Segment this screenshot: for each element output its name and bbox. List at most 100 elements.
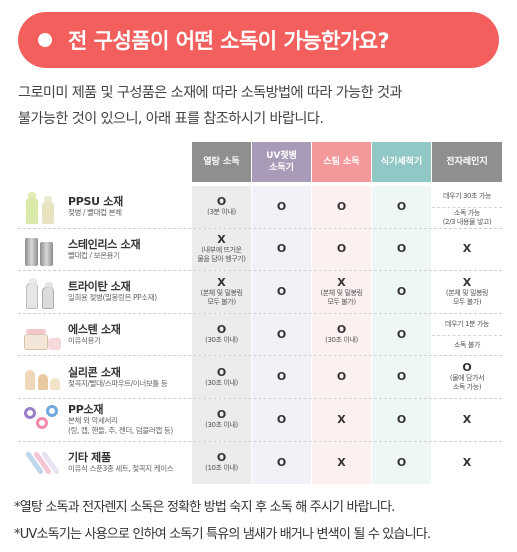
spoon-set-icon [22, 446, 62, 480]
note: (본체 및 밀봉링 모두 불가) [445, 288, 489, 306]
product-name: PPSU 소재 [68, 195, 123, 209]
cell-uv: O [252, 228, 311, 271]
product-name: 기타 제품 [68, 451, 111, 465]
cell-steam: X (본체 및 밀봉링 모두 불가) [312, 271, 371, 313]
table-row: PPSU 소재 젖병 / 빨대컵 본체 O (3분 이내) O O O 데우기 3… [18, 186, 502, 229]
product-name: PP소재 [68, 403, 104, 417]
cell-boiling: O (3분 이내) [192, 186, 251, 228]
cell-dishwasher: O [372, 186, 431, 228]
banner-title: 전 구성품이 어떤 소독이 가능한가요? [68, 29, 390, 53]
mark: O [462, 361, 472, 375]
mark: X [337, 275, 346, 289]
note-bottom: 소독 가능 (2/3 내용물 넣고) [442, 208, 492, 226]
mark: O [216, 195, 227, 209]
note: (30초 이내) [325, 336, 358, 345]
cell-steam: O (30초 이내) [312, 313, 371, 356]
cell-uv: O [252, 356, 311, 398]
cell-dishwasher: O [372, 271, 431, 313]
cell-steam: O [312, 186, 371, 228]
mark: O [216, 365, 227, 379]
mark: O [276, 370, 287, 384]
note: (30초 이내) [205, 378, 238, 387]
header-boiling: 열탕 소독 [192, 142, 251, 182]
product-desc-detail: (링, 캡, 핸들, 추, 젠더, 덤블러캡 등) [68, 426, 173, 436]
product-desc: 일회용 젖병(밀봉링은 PP소재) [68, 293, 157, 303]
mark: O [276, 455, 287, 469]
note: (30초 이내) [205, 421, 238, 430]
mark: O [396, 370, 407, 384]
tritan-bottle-icon [22, 275, 62, 309]
ppsu-bottle-icon [22, 190, 62, 224]
mark: O [396, 242, 407, 256]
mark: O [396, 455, 407, 469]
esten-jar-icon [22, 318, 62, 352]
mark: X [462, 455, 472, 469]
cell-boiling: X (본체 및 밀봉링 모두 불가) [192, 271, 251, 313]
mark: O [336, 323, 347, 337]
mark: O [276, 412, 287, 426]
product-cell: PP소재 본체 외 악세서리 (링, 캡, 핸들, 추, 젠더, 덤블러캡 등) [18, 399, 190, 441]
title-banner: 전 구성품이 어떤 소독이 가능한가요? [18, 12, 499, 68]
cell-microwave: X (본체 및 밀봉링 모두 불가) [432, 271, 502, 313]
mark: O [216, 451, 227, 465]
note: (본체 및 밀봉링 모두 불가) [200, 288, 243, 306]
note: (내부에 뜨거운 물을 담아 헹구기) [197, 246, 246, 264]
product-name: 트라이탄 소재 [68, 280, 131, 294]
cell-uv: O [252, 313, 311, 356]
bullet-icon [38, 33, 52, 47]
note: (물에 담가서 소독 가능) [449, 374, 485, 392]
mark: X [462, 242, 472, 256]
product-name: 스테인리스 소재 [68, 237, 141, 251]
product-desc: 빨대컵 / 보온용기 [68, 250, 120, 260]
stainless-container-icon [22, 232, 62, 267]
mark: X [337, 412, 346, 426]
note: (본체 및 밀봉링 모두 불가) [320, 288, 363, 306]
product-desc: 젖꼭지/빨대/스파우트/이너보틀 등 [68, 378, 168, 388]
mark: O [396, 199, 407, 213]
intro-line-2: 불가능한 것이 있으니, 아래 표를 참조하시기 바랍니다. [18, 111, 324, 127]
mark: O [336, 199, 347, 213]
cell-microwave: X [432, 441, 502, 485]
header-microwave: 전자레인지 [432, 142, 502, 182]
table-row: 에스텐 소재 이유식용기 O (30초 이내) O O (30초 이내) O 데우기… [18, 313, 502, 357]
note: (10초 이내) [205, 464, 238, 473]
note: (3분 이내) [207, 208, 236, 217]
cell-dishwasher: O [372, 441, 431, 485]
cell-boiling: O (30초 이내) [192, 356, 251, 398]
product-cell: PPSU 소재 젖병 / 빨대컵 본체 [18, 186, 190, 228]
mark: X [462, 412, 472, 426]
table-header: 열탕 소독 UV젖병 소독기 스팀 소독 식기세척기 전자레인지 [18, 142, 502, 182]
cell-microwave: X [432, 398, 502, 441]
product-cell: 실리콘 소재 젖꼭지/빨대/스파우트/이너보틀 등 [18, 356, 190, 398]
product-cell: 트라이탄 소재 일회용 젖병(밀봉링은 PP소재) [18, 271, 190, 313]
cell-uv: O [252, 271, 311, 313]
footnote-boiling-microwave: *열탕 소독과 전자렌지 소독은 정확한 방법 숙지 후 소독 해 주시기 바랍… [14, 500, 395, 515]
pp-accessories-icon [22, 403, 62, 437]
product-desc: 본체 외 악세서리 [68, 416, 118, 426]
table-body: PPSU 소재 젖병 / 빨대컵 본체 O (3분 이내) O O O 데우기 3… [18, 186, 502, 485]
cell-microwave: 데우기 1분 가능 소독 불가 [432, 313, 502, 356]
mark: O [276, 199, 287, 213]
mark: O [216, 323, 227, 337]
product-name: 실리콘 소재 [68, 365, 121, 379]
cell-dishwasher: O [372, 398, 431, 441]
silicone-nipple-icon [22, 360, 62, 394]
cell-steam: O [312, 228, 371, 271]
cell-boiling: O (10초 이내) [192, 441, 251, 485]
intro-line-1: 그로미미 제품 및 구성품은 소재에 따라 소독방법에 따라 가능한 것과 [18, 85, 402, 101]
cell-uv: O [252, 441, 311, 485]
mark: O [396, 327, 407, 341]
mark: O [276, 284, 287, 298]
product-cell: 기타 제품 이유식 스푼3종 세트, 젖꼭지 케이스 [18, 442, 190, 485]
cell-dishwasher: O [372, 313, 431, 356]
table-row: 기타 제품 이유식 스푼3종 세트, 젖꼭지 케이스 O (10초 이내) O X… [18, 441, 502, 485]
mark: X [462, 275, 472, 289]
mark: O [276, 242, 287, 256]
header-dishwasher: 식기세척기 [372, 142, 431, 182]
cell-boiling: X (내부에 뜨거운 물을 담아 헹구기) [192, 228, 251, 271]
mark: O [396, 284, 407, 298]
product-name: 에스텐 소재 [68, 323, 121, 337]
table-row: 실리콘 소재 젖꼭지/빨대/스파우트/이너보틀 등 O (30초 이내) O O … [18, 356, 502, 399]
cell-dishwasher: O [372, 356, 431, 398]
sterilization-table: 열탕 소독 UV젖병 소독기 스팀 소독 식기세척기 전자레인지 PPSU 소재… [18, 142, 502, 485]
